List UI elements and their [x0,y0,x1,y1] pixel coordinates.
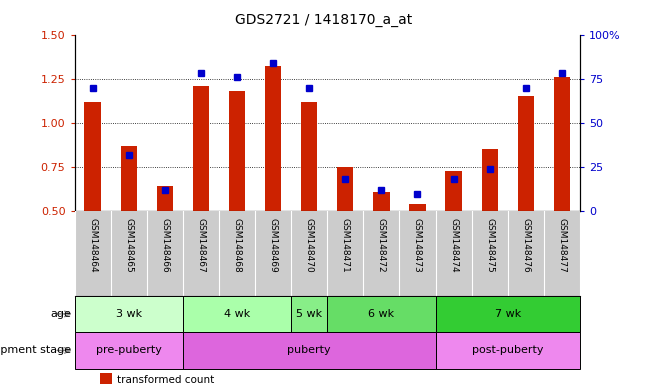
Text: GSM148474: GSM148474 [449,218,458,273]
Bar [192,86,209,211]
Bar [84,102,100,211]
Text: 6 wk: 6 wk [368,309,395,319]
Bar [229,91,245,211]
Bar [373,192,389,211]
Bar [410,204,426,211]
Bar [265,66,281,211]
Text: GDS2721 / 1418170_a_at: GDS2721 / 1418170_a_at [235,13,413,27]
Text: GSM148472: GSM148472 [377,218,386,273]
Text: GSM148476: GSM148476 [521,218,530,273]
Text: GSM148466: GSM148466 [160,218,169,273]
Text: GSM148464: GSM148464 [88,218,97,273]
Bar [183,296,291,332]
Text: transformed count: transformed count [117,375,214,384]
Bar [75,332,183,369]
Bar [481,149,498,211]
Text: GSM148468: GSM148468 [233,218,242,273]
Bar [554,77,570,211]
Text: development stage: development stage [0,345,71,356]
Text: GSM148473: GSM148473 [413,218,422,273]
Bar [157,187,173,211]
Text: GSM148470: GSM148470 [305,218,314,273]
Bar [518,96,534,211]
Bar [121,146,137,211]
Text: GSM148467: GSM148467 [196,218,205,273]
Text: GSM148469: GSM148469 [268,218,277,273]
Text: 4 wk: 4 wk [224,309,250,319]
Text: GSM148471: GSM148471 [341,218,350,273]
Bar [183,332,435,369]
Text: 3 wk: 3 wk [115,309,142,319]
Bar [291,296,327,332]
Text: GSM148475: GSM148475 [485,218,494,273]
Bar [445,170,462,211]
Text: 7 wk: 7 wk [494,309,521,319]
Text: puberty: puberty [287,345,331,356]
Text: 5 wk: 5 wk [296,309,322,319]
Text: GSM148465: GSM148465 [124,218,133,273]
Bar [100,372,113,384]
Bar [337,167,353,211]
Text: post-puberty: post-puberty [472,345,544,356]
Bar [301,102,318,211]
Bar [75,296,183,332]
Bar [435,332,580,369]
Bar [435,296,580,332]
Bar [327,296,435,332]
Text: age: age [51,309,71,319]
Text: pre-puberty: pre-puberty [96,345,161,356]
Text: GSM148477: GSM148477 [557,218,566,273]
